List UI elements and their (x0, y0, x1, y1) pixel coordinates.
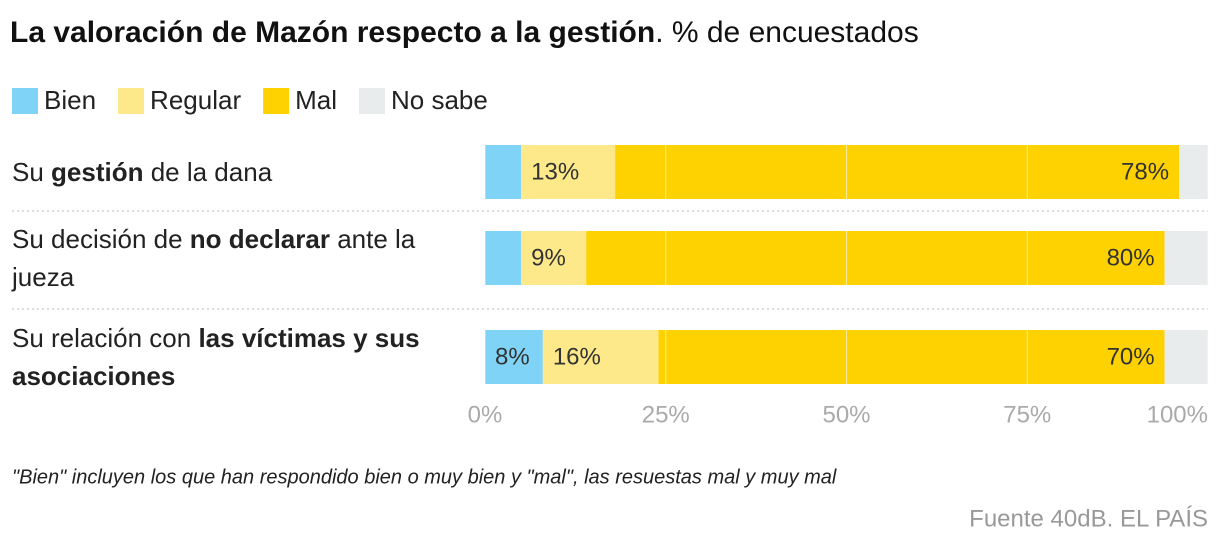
bar-segment (521, 231, 587, 285)
category-label-part: gestión (51, 157, 144, 187)
category-label-part: Su (12, 157, 52, 187)
note: "Bien" incluyen los que han respondido b… (12, 466, 837, 488)
x-tick-label: 75% (1003, 401, 1051, 428)
source: Fuente 40dB. EL PAÍS (969, 505, 1208, 532)
bar-segment (1164, 231, 1208, 285)
value-label: 13% (531, 158, 579, 185)
bar-segment (485, 231, 522, 285)
x-tick-label: 50% (822, 401, 870, 428)
value-label: 8% (495, 343, 530, 370)
legend-swatch (118, 88, 145, 114)
legend-swatch (359, 88, 386, 114)
category-label: Su relación con las víctimas y sus asoci… (12, 319, 472, 395)
bar-segment (542, 330, 659, 384)
category-label-part: ante la jueza (12, 224, 416, 292)
bar-segment (615, 145, 1180, 199)
category-label-part: las víctimas y sus asociaciones (12, 323, 420, 391)
category-label-part: Su relación con (12, 323, 199, 353)
category-label-part: Su decisión de (12, 224, 190, 254)
value-label: 16% (553, 343, 601, 370)
category-label-part: de la dana (143, 157, 273, 187)
category-label-part: no declarar (189, 224, 330, 254)
legend-label: No sabe (391, 85, 488, 115)
bar-segment (485, 330, 543, 384)
bar-segment (1164, 330, 1208, 384)
value-label: 80% (1107, 244, 1155, 271)
legend-label: Mal (295, 85, 337, 115)
legend-swatch (12, 88, 38, 114)
bar-segment (485, 145, 522, 199)
value-label: 70% (1107, 343, 1155, 370)
subtitle: . % de encuestados (655, 16, 919, 49)
legend-label: Regular (150, 85, 241, 115)
bar-segment (586, 231, 1165, 285)
x-tick-label: 25% (642, 401, 690, 428)
category-label: Su gestión de la dana (12, 153, 472, 191)
bar-segment (1179, 145, 1208, 199)
legend-label: Bien (44, 85, 96, 115)
value-label: 9% (531, 244, 566, 271)
bar-segment (521, 145, 616, 199)
x-tick-label: 0% (468, 401, 503, 428)
title: La valoración de Mazón respecto a la ges… (10, 16, 655, 49)
x-tick-label: 100% (1147, 401, 1208, 428)
category-label: Su decisión de no declarar ante la jueza (12, 220, 472, 296)
chart-title: La valoración de Mazón respecto a la ges… (10, 16, 919, 49)
legend-swatch (263, 88, 290, 114)
bar-segment (658, 330, 1165, 384)
value-label: 78% (1121, 158, 1169, 185)
